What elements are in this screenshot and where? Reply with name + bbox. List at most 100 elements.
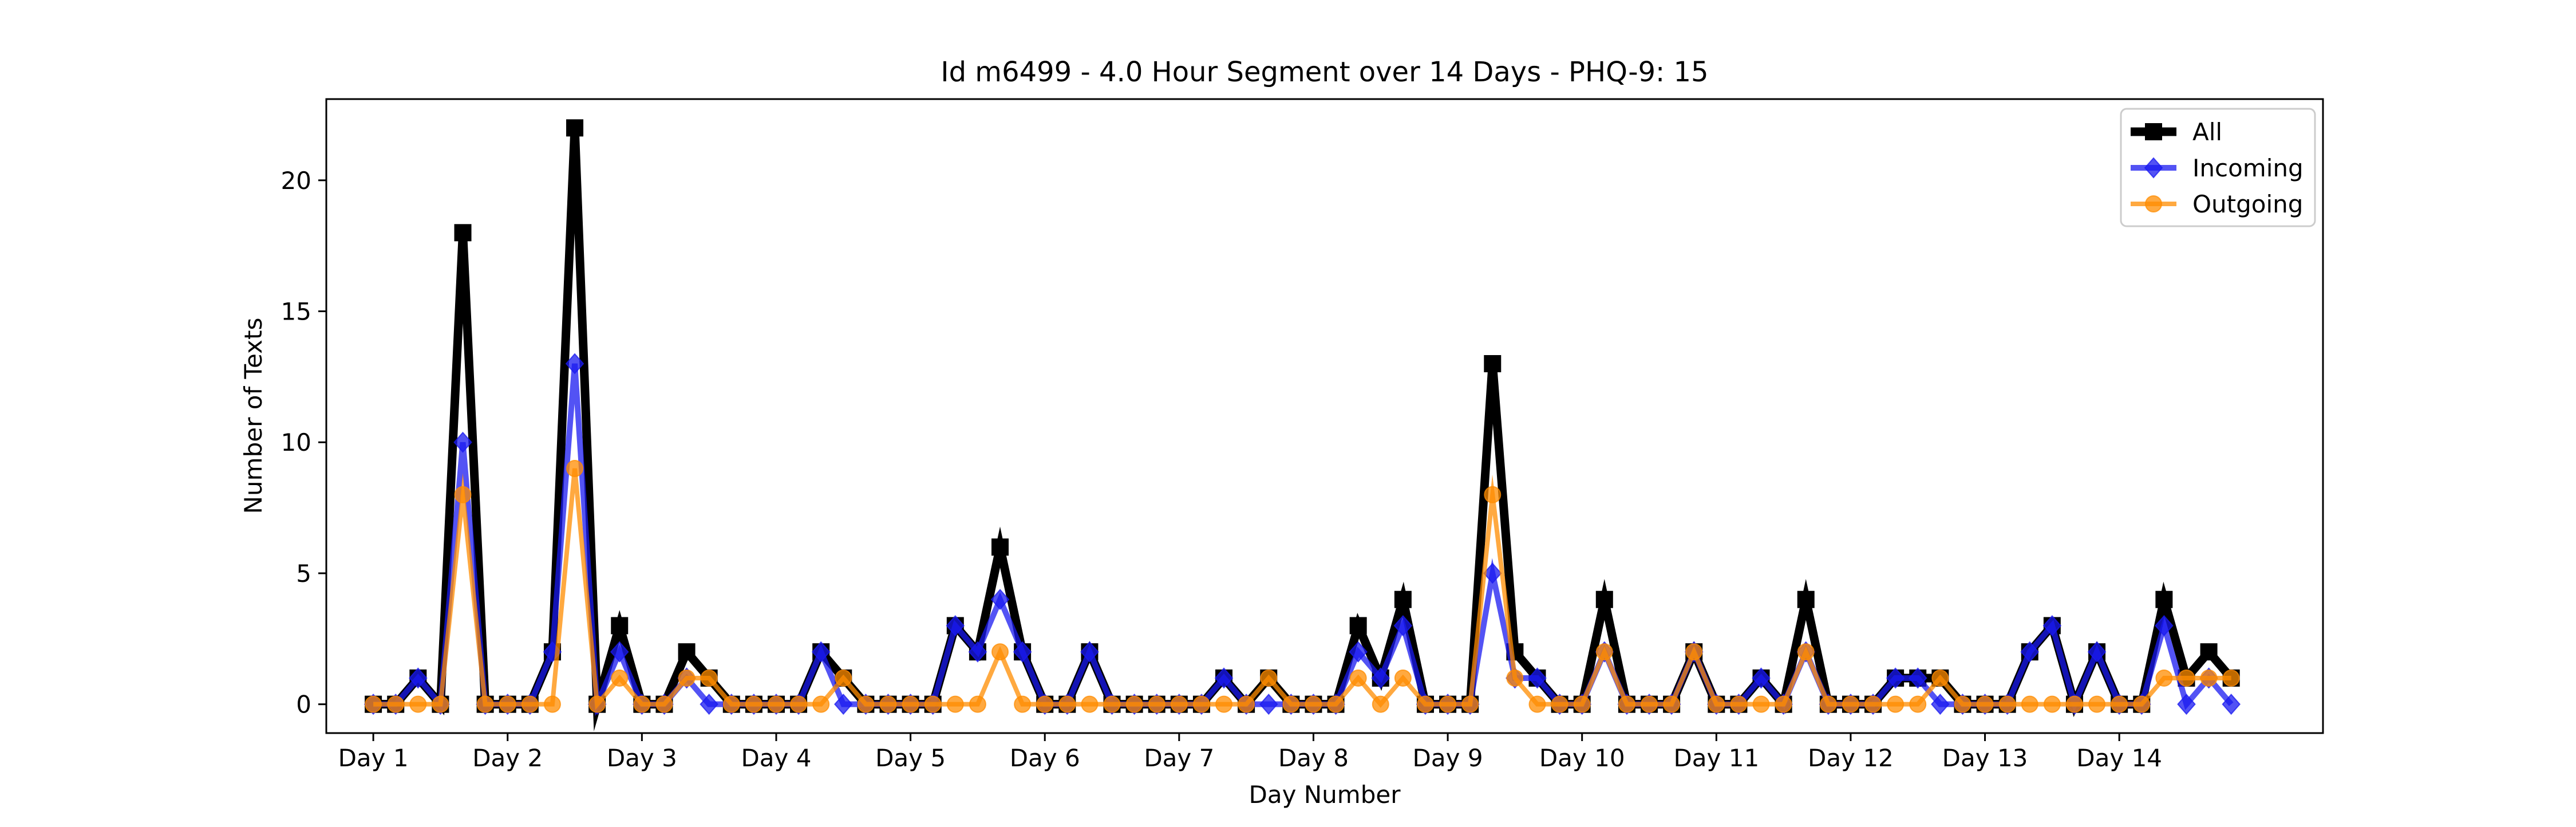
- y-tick-label: 5: [296, 560, 311, 588]
- data-point-incoming: [1908, 667, 1927, 689]
- data-point-outgoing: [566, 459, 584, 477]
- data-point-outgoing: [2065, 695, 2083, 713]
- data-point-outgoing: [924, 695, 942, 713]
- data-point-outgoing: [1305, 695, 1322, 713]
- data-point-all: [1394, 590, 1412, 608]
- data-point-outgoing: [1484, 486, 1502, 503]
- series-line-all: [373, 127, 2235, 731]
- series-line-incoming: [373, 363, 2234, 716]
- series-all: [365, 119, 2240, 731]
- data-point-all: [1595, 590, 1613, 608]
- legend-marker-outgoing: [2145, 195, 2162, 212]
- x-tick-label: Day 1: [338, 744, 409, 772]
- x-axis: Day 1 Day 2 Day 3 Day 4 Day 5 Day 6 Day 7 Day 8…: [338, 733, 2162, 772]
- series-layer: [364, 119, 2241, 731]
- plot-area-frame: [325, 98, 2324, 734]
- data-point-all: [2155, 590, 2173, 608]
- x-tick-label: Day 3: [607, 744, 677, 772]
- data-point-outgoing: [655, 695, 673, 713]
- data-point-outgoing: [1618, 695, 1635, 713]
- data-point-outgoing: [2021, 695, 2038, 713]
- data-point-outgoing: [1528, 695, 1546, 713]
- data-point-incoming: [610, 641, 629, 663]
- x-tick-label: Day 4: [741, 744, 811, 772]
- data-point-incoming: [811, 641, 831, 663]
- data-point-incoming: [700, 694, 718, 715]
- data-point-outgoing: [835, 669, 852, 687]
- y-tick-label: 15: [281, 298, 311, 326]
- x-tick-label: Day 8: [1278, 744, 1349, 772]
- data-point-outgoing: [2222, 669, 2240, 687]
- x-axis-label: Day Number: [1249, 781, 1401, 809]
- data-point-outgoing: [454, 486, 472, 503]
- data-point-outgoing: [476, 695, 494, 713]
- data-point-incoming: [1931, 694, 1950, 715]
- data-point-outgoing: [1954, 695, 1971, 713]
- data-point-outgoing: [745, 695, 762, 713]
- data-point-incoming: [2177, 694, 2196, 715]
- data-point-outgoing: [1349, 669, 1367, 687]
- data-point-outgoing: [1595, 643, 1613, 661]
- data-point-outgoing: [611, 669, 629, 687]
- series-incoming: [364, 353, 2241, 716]
- data-point-outgoing: [588, 695, 606, 713]
- data-point-outgoing: [2111, 695, 2128, 713]
- data-point-outgoing: [1282, 695, 1300, 713]
- data-point-outgoing: [521, 695, 539, 713]
- data-point-outgoing: [633, 695, 651, 713]
- data-point-outgoing: [902, 695, 919, 713]
- y-axis: 0 5 10 15 20: [281, 167, 326, 719]
- data-point-outgoing: [1797, 643, 1815, 661]
- data-point-outgoing: [1663, 695, 1681, 713]
- data-point-all: [2200, 643, 2218, 661]
- data-point-outgoing: [812, 695, 830, 713]
- data-point-outgoing: [879, 695, 897, 713]
- data-point-outgoing: [2178, 669, 2195, 687]
- data-point-outgoing: [1103, 695, 1121, 713]
- y-tick-label: 10: [281, 428, 311, 456]
- x-tick-label: Day 7: [1144, 744, 1214, 772]
- series-outgoing: [365, 459, 2240, 713]
- x-tick-label: Day 12: [1808, 744, 1894, 772]
- data-point-outgoing: [1125, 695, 1143, 713]
- legend-marker-all: [2145, 123, 2162, 140]
- data-point-outgoing: [1551, 695, 1568, 713]
- data-point-outgoing: [432, 695, 449, 713]
- data-point-outgoing: [1752, 695, 1770, 713]
- data-point-outgoing: [1372, 695, 1389, 713]
- data-point-incoming: [453, 431, 472, 453]
- data-point-incoming: [1886, 667, 1905, 689]
- y-axis-label: Number of Texts: [239, 318, 267, 514]
- data-point-outgoing: [969, 695, 986, 713]
- data-point-all: [611, 617, 629, 635]
- data-point-all: [1484, 355, 1502, 373]
- data-point-outgoing: [722, 695, 740, 713]
- data-point-outgoing: [2133, 695, 2151, 713]
- data-point-incoming: [1080, 641, 1099, 663]
- data-point-outgoing: [1887, 695, 1905, 713]
- data-point-incoming: [946, 615, 965, 636]
- data-point-incoming: [1371, 667, 1390, 689]
- legend-marker-incoming: [2144, 157, 2163, 179]
- data-point-outgoing: [1998, 695, 2016, 713]
- data-point-outgoing: [857, 695, 875, 713]
- data-point-outgoing: [409, 695, 427, 713]
- data-point-incoming: [1214, 667, 1234, 689]
- data-point-outgoing: [543, 695, 561, 713]
- data-point-outgoing: [1976, 695, 1994, 713]
- data-point-outgoing: [1461, 695, 1479, 713]
- data-point-outgoing: [2043, 695, 2061, 713]
- data-point-incoming: [1259, 694, 1278, 715]
- data-point-all: [1349, 617, 1367, 635]
- data-point-outgoing: [1260, 669, 1278, 687]
- data-point-incoming: [1013, 641, 1032, 663]
- data-point-outgoing: [1640, 695, 1658, 713]
- data-point-incoming: [1528, 667, 1547, 689]
- data-point-incoming: [2222, 694, 2241, 715]
- data-point-incoming: [2020, 641, 2040, 663]
- data-point-outgoing: [387, 695, 405, 713]
- y-tick-label: 0: [296, 691, 311, 719]
- data-point-all: [678, 643, 696, 661]
- data-point-outgoing: [1685, 643, 1703, 661]
